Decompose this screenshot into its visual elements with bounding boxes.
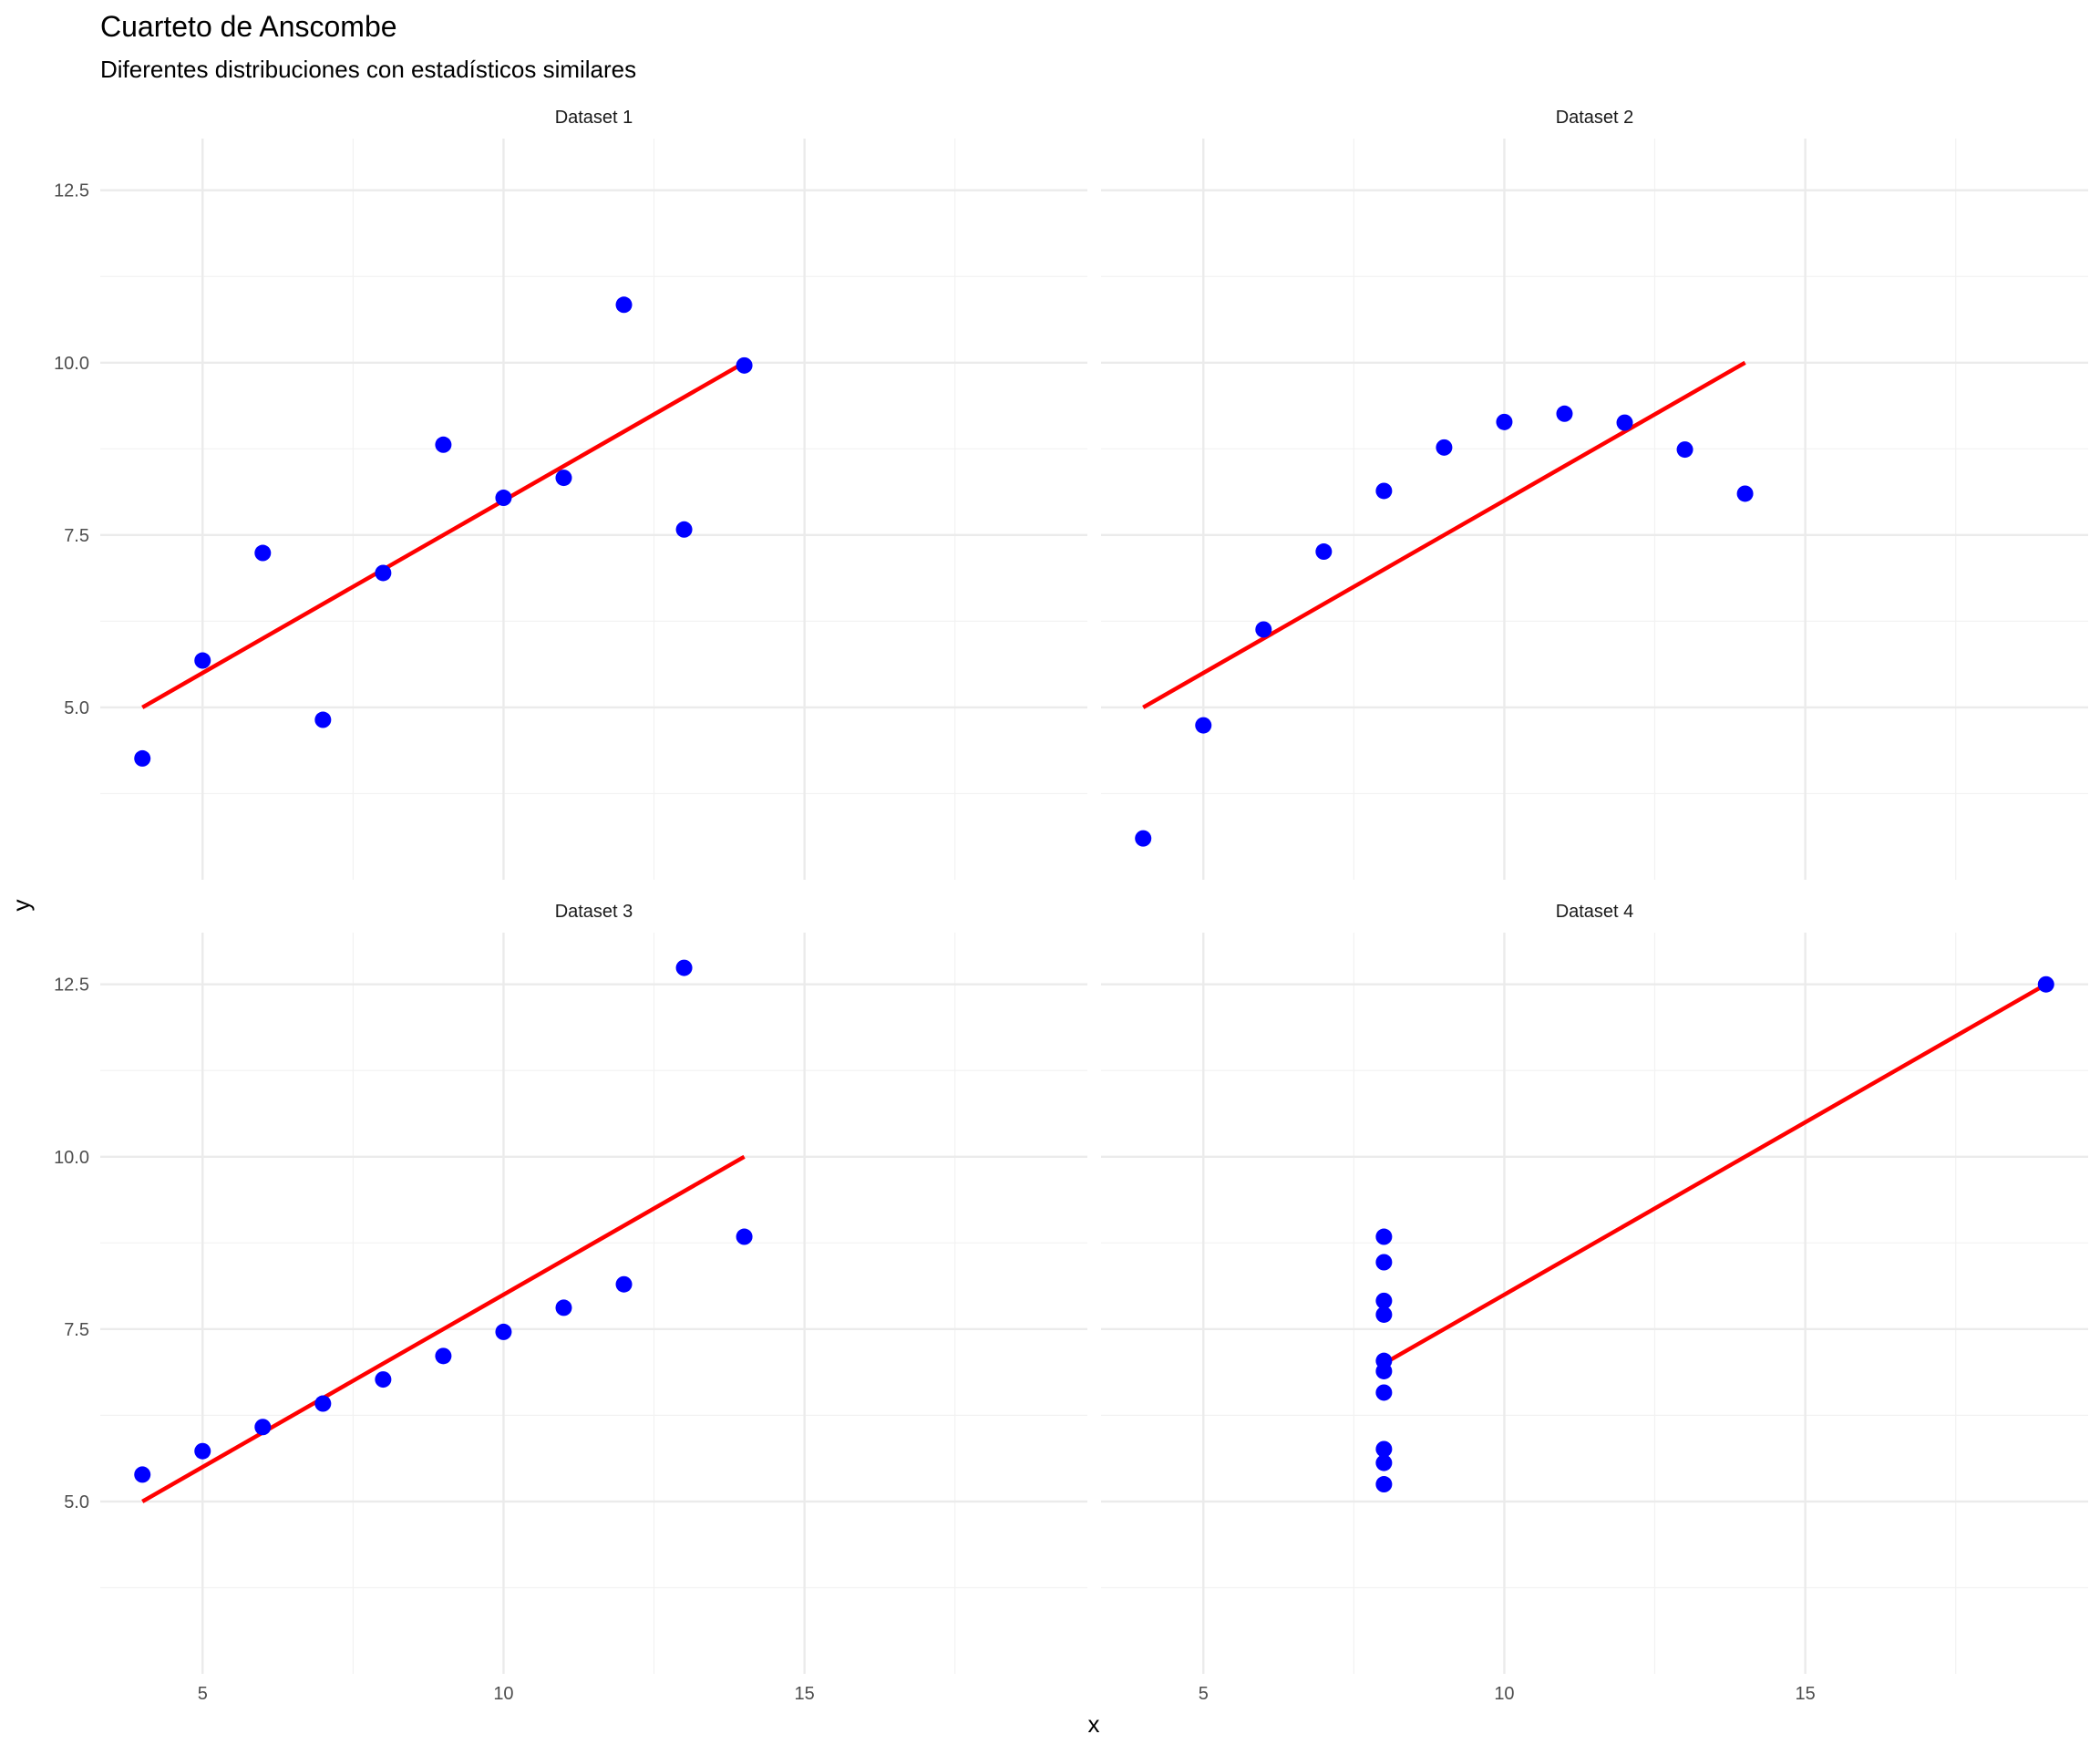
data-point bbox=[254, 544, 272, 562]
panel-dataset-1: Dataset 1 5.0 7.5 10.0 12.5 bbox=[54, 108, 1087, 880]
x-axis-label: x bbox=[1088, 1710, 1100, 1738]
panel-dataset-4: Dataset 4 5 10 15 bbox=[1101, 902, 2088, 1704]
data-point bbox=[1375, 1440, 1393, 1458]
data-point bbox=[1736, 485, 1754, 502]
data-point bbox=[134, 749, 151, 767]
data-point bbox=[2037, 976, 2054, 993]
regression-line bbox=[1142, 360, 1746, 709]
regression-line bbox=[1383, 982, 2047, 1366]
panel-strip-label: Dataset 2 bbox=[1556, 108, 1634, 128]
data-point bbox=[1676, 441, 1693, 459]
data-point bbox=[1375, 1476, 1393, 1493]
data-point bbox=[1195, 717, 1212, 734]
data-point bbox=[1375, 1228, 1393, 1245]
data-point bbox=[375, 564, 392, 582]
data-point bbox=[134, 1466, 151, 1483]
data-point bbox=[314, 711, 332, 728]
data-point bbox=[495, 1323, 512, 1340]
data-point bbox=[1616, 414, 1633, 431]
data-point bbox=[314, 1395, 332, 1412]
data-point bbox=[1556, 405, 1573, 422]
panel-strip-label: Dataset 4 bbox=[1556, 902, 1634, 922]
data-point bbox=[1375, 482, 1393, 500]
y-tick-label: 10.0 bbox=[54, 1148, 89, 1168]
data-point bbox=[555, 1299, 572, 1316]
x-tick-label: 10 bbox=[493, 1684, 513, 1704]
data-point bbox=[1375, 1292, 1393, 1309]
panel-strip-label: Dataset 1 bbox=[555, 108, 633, 128]
y-tick-label: 7.5 bbox=[64, 1320, 89, 1340]
data-point bbox=[1375, 1384, 1393, 1401]
data-point bbox=[1436, 439, 1453, 456]
data-point bbox=[194, 1442, 211, 1460]
data-point bbox=[375, 1371, 392, 1389]
data-point bbox=[254, 1419, 272, 1436]
data-point bbox=[736, 356, 753, 374]
y-tick-label: 10.0 bbox=[54, 354, 89, 374]
data-point bbox=[435, 436, 452, 453]
regression-line bbox=[141, 1154, 746, 1503]
y-tick-label: 5.0 bbox=[64, 1492, 89, 1512]
data-point bbox=[1375, 1454, 1393, 1471]
y-tick-label: 12.5 bbox=[54, 181, 89, 201]
data-point bbox=[435, 1347, 452, 1365]
x-tick-label: 15 bbox=[1796, 1684, 1816, 1704]
y-tick-label: 12.5 bbox=[54, 976, 89, 996]
x-tick-label: 5 bbox=[198, 1684, 208, 1704]
data-point bbox=[194, 652, 211, 669]
data-point bbox=[675, 521, 693, 538]
y-tick-label: 5.0 bbox=[64, 698, 89, 718]
data-point bbox=[1496, 413, 1513, 430]
data-point bbox=[615, 296, 633, 314]
data-point bbox=[1255, 621, 1272, 638]
data-point bbox=[1135, 830, 1152, 847]
panel-dataset-2: Dataset 2 bbox=[1101, 108, 2088, 880]
chart-subtitle: Diferentes distribuciones con estadístic… bbox=[100, 56, 636, 83]
data-point bbox=[1315, 543, 1333, 561]
x-tick-label: 5 bbox=[1199, 1684, 1209, 1704]
y-axis-label: y bbox=[7, 900, 35, 912]
x-tick-label: 10 bbox=[1494, 1684, 1514, 1704]
panel-dataset-3: Dataset 3 5.0 7.5 10.0 12.5 5 10 15 bbox=[54, 902, 1087, 1704]
facet-panels: Dataset 1 5.0 7.5 10.0 12.5 Dataset 2 Dataset … bbox=[54, 108, 2088, 1704]
y-tick-label: 7.5 bbox=[64, 526, 89, 546]
panel-strip-label: Dataset 3 bbox=[555, 902, 633, 922]
x-tick-label: 15 bbox=[795, 1684, 815, 1704]
chart-title: Cuarteto de Anscombe bbox=[100, 10, 397, 43]
data-point bbox=[1375, 1362, 1393, 1379]
data-point bbox=[1375, 1254, 1393, 1271]
data-point bbox=[495, 490, 512, 507]
data-point bbox=[675, 959, 693, 976]
regression-line bbox=[141, 360, 746, 709]
data-point bbox=[615, 1275, 633, 1293]
data-point bbox=[736, 1228, 753, 1245]
data-point bbox=[555, 470, 572, 487]
data-point bbox=[1375, 1306, 1393, 1323]
